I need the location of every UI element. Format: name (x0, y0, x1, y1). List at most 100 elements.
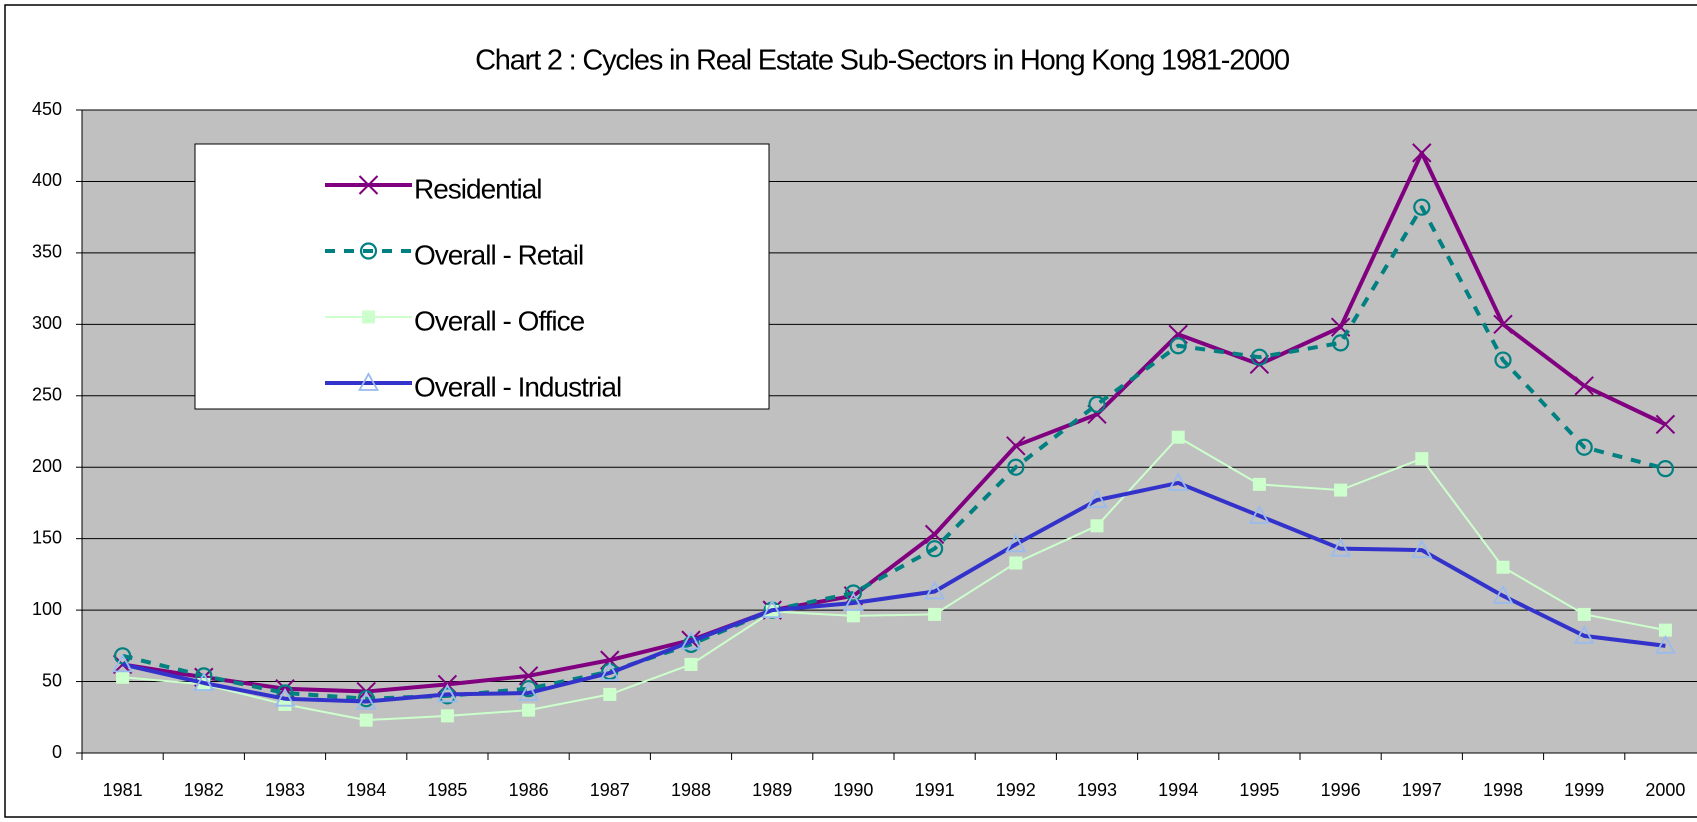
y-tick-label: 250 (32, 385, 62, 405)
marker (1086, 489, 1108, 508)
x-tick-label: 1994 (1158, 780, 1198, 800)
marker (924, 524, 945, 545)
marker (1005, 533, 1027, 553)
y-tick-label: 350 (32, 242, 62, 262)
legend-label: Overall - Retail (414, 239, 583, 270)
series-line (122, 436, 1666, 722)
marker (1656, 460, 1675, 478)
marker (1573, 624, 1595, 644)
marker (761, 599, 783, 619)
marker (113, 647, 132, 665)
legend-box (194, 143, 770, 410)
series-line (122, 150, 1667, 694)
x-tick-label: 1989 (752, 780, 792, 800)
x-tick-label: 1982 (184, 780, 224, 800)
marker (1577, 607, 1591, 621)
x-tick-label: 1981 (103, 780, 143, 800)
x-tick-label: 1990 (833, 780, 873, 800)
x-tick-label: 1987 (590, 780, 630, 800)
marker (359, 242, 378, 260)
marker (1658, 623, 1672, 637)
series-line (122, 480, 1666, 704)
marker (1169, 337, 1187, 355)
marker (924, 580, 946, 600)
marker (1007, 458, 1025, 476)
marker (278, 697, 292, 711)
marker (1574, 376, 1594, 396)
marker (518, 682, 540, 701)
marker (1412, 143, 1432, 163)
marker (1494, 351, 1512, 369)
marker (925, 540, 944, 558)
marker (1411, 539, 1433, 558)
y-tick-label: 450 (32, 99, 62, 119)
marker (842, 592, 864, 611)
x-tick-label: 1983 (265, 780, 305, 800)
marker (359, 713, 373, 727)
marker (1413, 198, 1431, 216)
marker (1654, 634, 1676, 654)
marker (928, 607, 942, 621)
marker (1006, 436, 1026, 456)
marker (1334, 483, 1348, 497)
marker (355, 690, 377, 710)
marker (1492, 584, 1514, 604)
chart-title: Chart 2 : Cycles in Real Estate Sub-Sect… (475, 45, 1289, 77)
marker (522, 703, 536, 717)
marker (603, 687, 617, 701)
y-tick-label: 50 (42, 670, 62, 690)
marker (1009, 556, 1023, 570)
marker (1415, 452, 1429, 466)
marker (116, 670, 130, 684)
x-tick-label: 1993 (1077, 780, 1117, 800)
marker (518, 666, 539, 686)
y-tick-label: 300 (32, 313, 62, 333)
x-tick-label: 1992 (996, 780, 1036, 800)
marker (1493, 314, 1513, 335)
marker (358, 175, 379, 195)
y-tick-label: 100 (32, 599, 62, 619)
marker (680, 630, 702, 650)
marker (1250, 348, 1269, 366)
x-tick-label: 2000 (1645, 780, 1685, 800)
y-tick-label: 0 (52, 742, 62, 762)
marker (599, 662, 621, 681)
marker (357, 372, 380, 391)
marker (440, 709, 454, 723)
x-tick-label: 1999 (1564, 780, 1604, 800)
x-tick-label: 1998 (1483, 780, 1523, 800)
marker (1496, 560, 1510, 574)
legend-label: Overall - Industrial (414, 371, 621, 402)
marker (1331, 334, 1350, 352)
y-tick-label: 150 (32, 527, 62, 547)
marker (1330, 537, 1352, 557)
y-tick-label: 200 (32, 456, 62, 476)
marker (274, 687, 296, 707)
legend-label: Overall - Office (414, 305, 585, 336)
marker (436, 683, 458, 703)
marker (362, 310, 375, 324)
marker (193, 672, 215, 691)
legend: Residential Overall - Retail Overall - Off… (194, 143, 770, 410)
marker (1088, 395, 1106, 413)
marker (846, 609, 860, 623)
x-tick-label: 1986 (509, 780, 549, 800)
x-tick-label: 1988 (671, 780, 711, 800)
marker (684, 657, 698, 671)
x-tick-label: 1985 (427, 780, 467, 800)
x-tick-label: 1984 (346, 780, 386, 800)
marker (1575, 438, 1593, 456)
legend-label: Residential (414, 173, 542, 204)
y-tick-label: 400 (32, 170, 62, 190)
marker (1167, 472, 1189, 491)
x-tick-label: 1991 (915, 780, 955, 800)
marker (112, 653, 134, 673)
x-tick-label: 1996 (1321, 780, 1361, 800)
marker (1171, 430, 1185, 444)
marker (1090, 519, 1104, 533)
marker (1655, 414, 1676, 435)
x-tick-label: 1995 (1239, 780, 1279, 800)
marker (1252, 477, 1266, 491)
